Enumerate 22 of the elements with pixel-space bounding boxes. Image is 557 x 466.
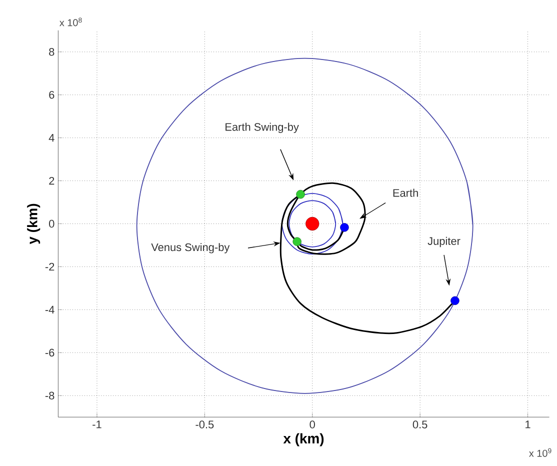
x-axis-title: x (km) (283, 433, 324, 446)
x-tick-label: 0.5 (412, 420, 428, 428)
annotation: Venus Swing-by (151, 243, 230, 254)
x-tick-label: -0.5 (196, 420, 214, 428)
y-tick-label: 8 (49, 48, 54, 56)
annotation: Earth Swing-by (226, 122, 299, 133)
annotation: Jupiter (428, 236, 460, 248)
y-tick-label: 6 (49, 90, 54, 99)
y-tick-label: 0 (49, 220, 54, 228)
text: x 10$^{8}$ (60, 18, 82, 26)
x-tick-label: 0 (310, 420, 315, 428)
x-tick-label: 1 (526, 420, 530, 428)
y-tick-label: -6 (45, 348, 54, 357)
y-tick-label: -8 (45, 392, 54, 400)
y-tick-label: 4 (48, 134, 54, 142)
y-axis-title: y (km) (27, 204, 40, 244)
y-tick-label: -2 (45, 262, 54, 271)
y-tick-label: 2 (49, 176, 54, 185)
x-tick-label: -1 (92, 420, 102, 428)
y-tick-label: -4 (45, 306, 54, 314)
annotation: Earth (393, 188, 418, 197)
text: x 10$^{9}$ (529, 448, 552, 457)
